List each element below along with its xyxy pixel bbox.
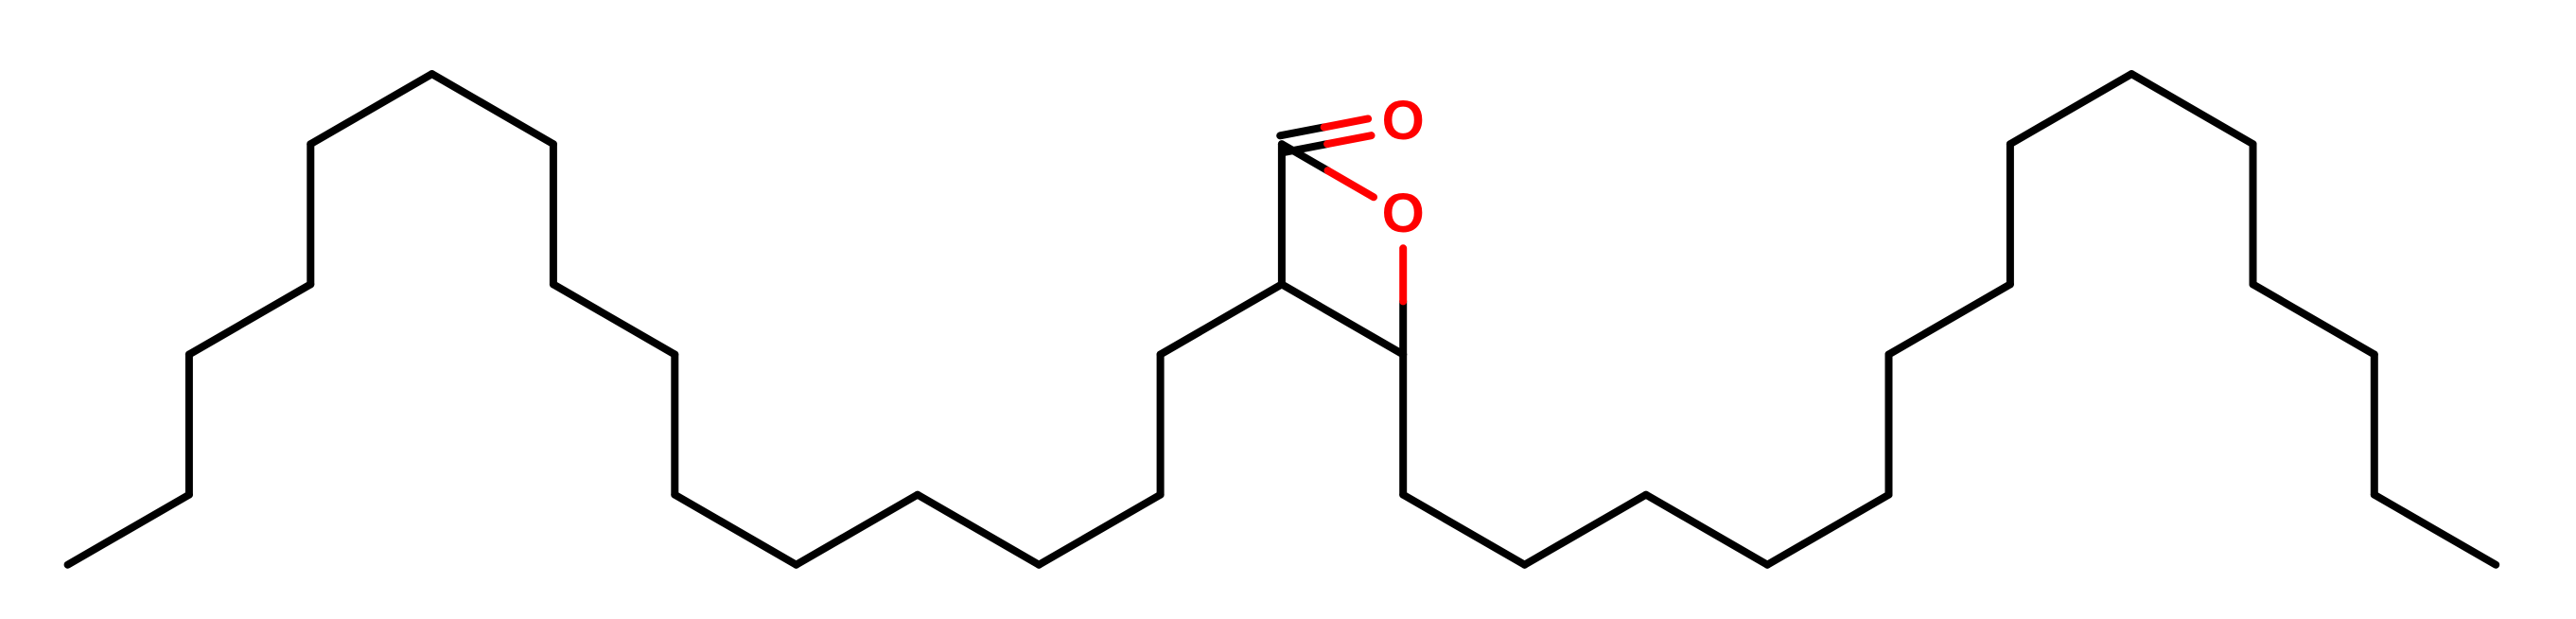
bond — [1525, 495, 1646, 565]
bond — [1039, 495, 1160, 565]
bond — [797, 495, 918, 565]
oxygen-atom: O — [1382, 94, 1425, 149]
bond — [1324, 118, 1368, 127]
bond — [675, 495, 796, 565]
bond — [68, 495, 189, 565]
bond — [1403, 495, 1524, 565]
bond — [1646, 495, 1767, 565]
bond — [1327, 170, 1374, 197]
bond — [432, 74, 553, 144]
bond — [1889, 284, 2010, 354]
bond — [2010, 74, 2131, 144]
bond — [918, 495, 1039, 565]
bond — [1161, 284, 1282, 354]
bond — [2374, 495, 2496, 565]
oxygen-atom: O — [1382, 186, 1425, 241]
bond — [1282, 284, 1403, 354]
bond — [310, 74, 431, 144]
bond — [1767, 495, 1888, 565]
bond — [1327, 135, 1371, 144]
bond — [2253, 284, 2374, 354]
bond — [553, 284, 675, 354]
bond — [1280, 127, 1323, 135]
molecule-canvas: OO — [0, 0, 2576, 619]
bond — [189, 284, 310, 354]
bond-layer — [0, 0, 2576, 619]
bond — [2131, 74, 2252, 144]
